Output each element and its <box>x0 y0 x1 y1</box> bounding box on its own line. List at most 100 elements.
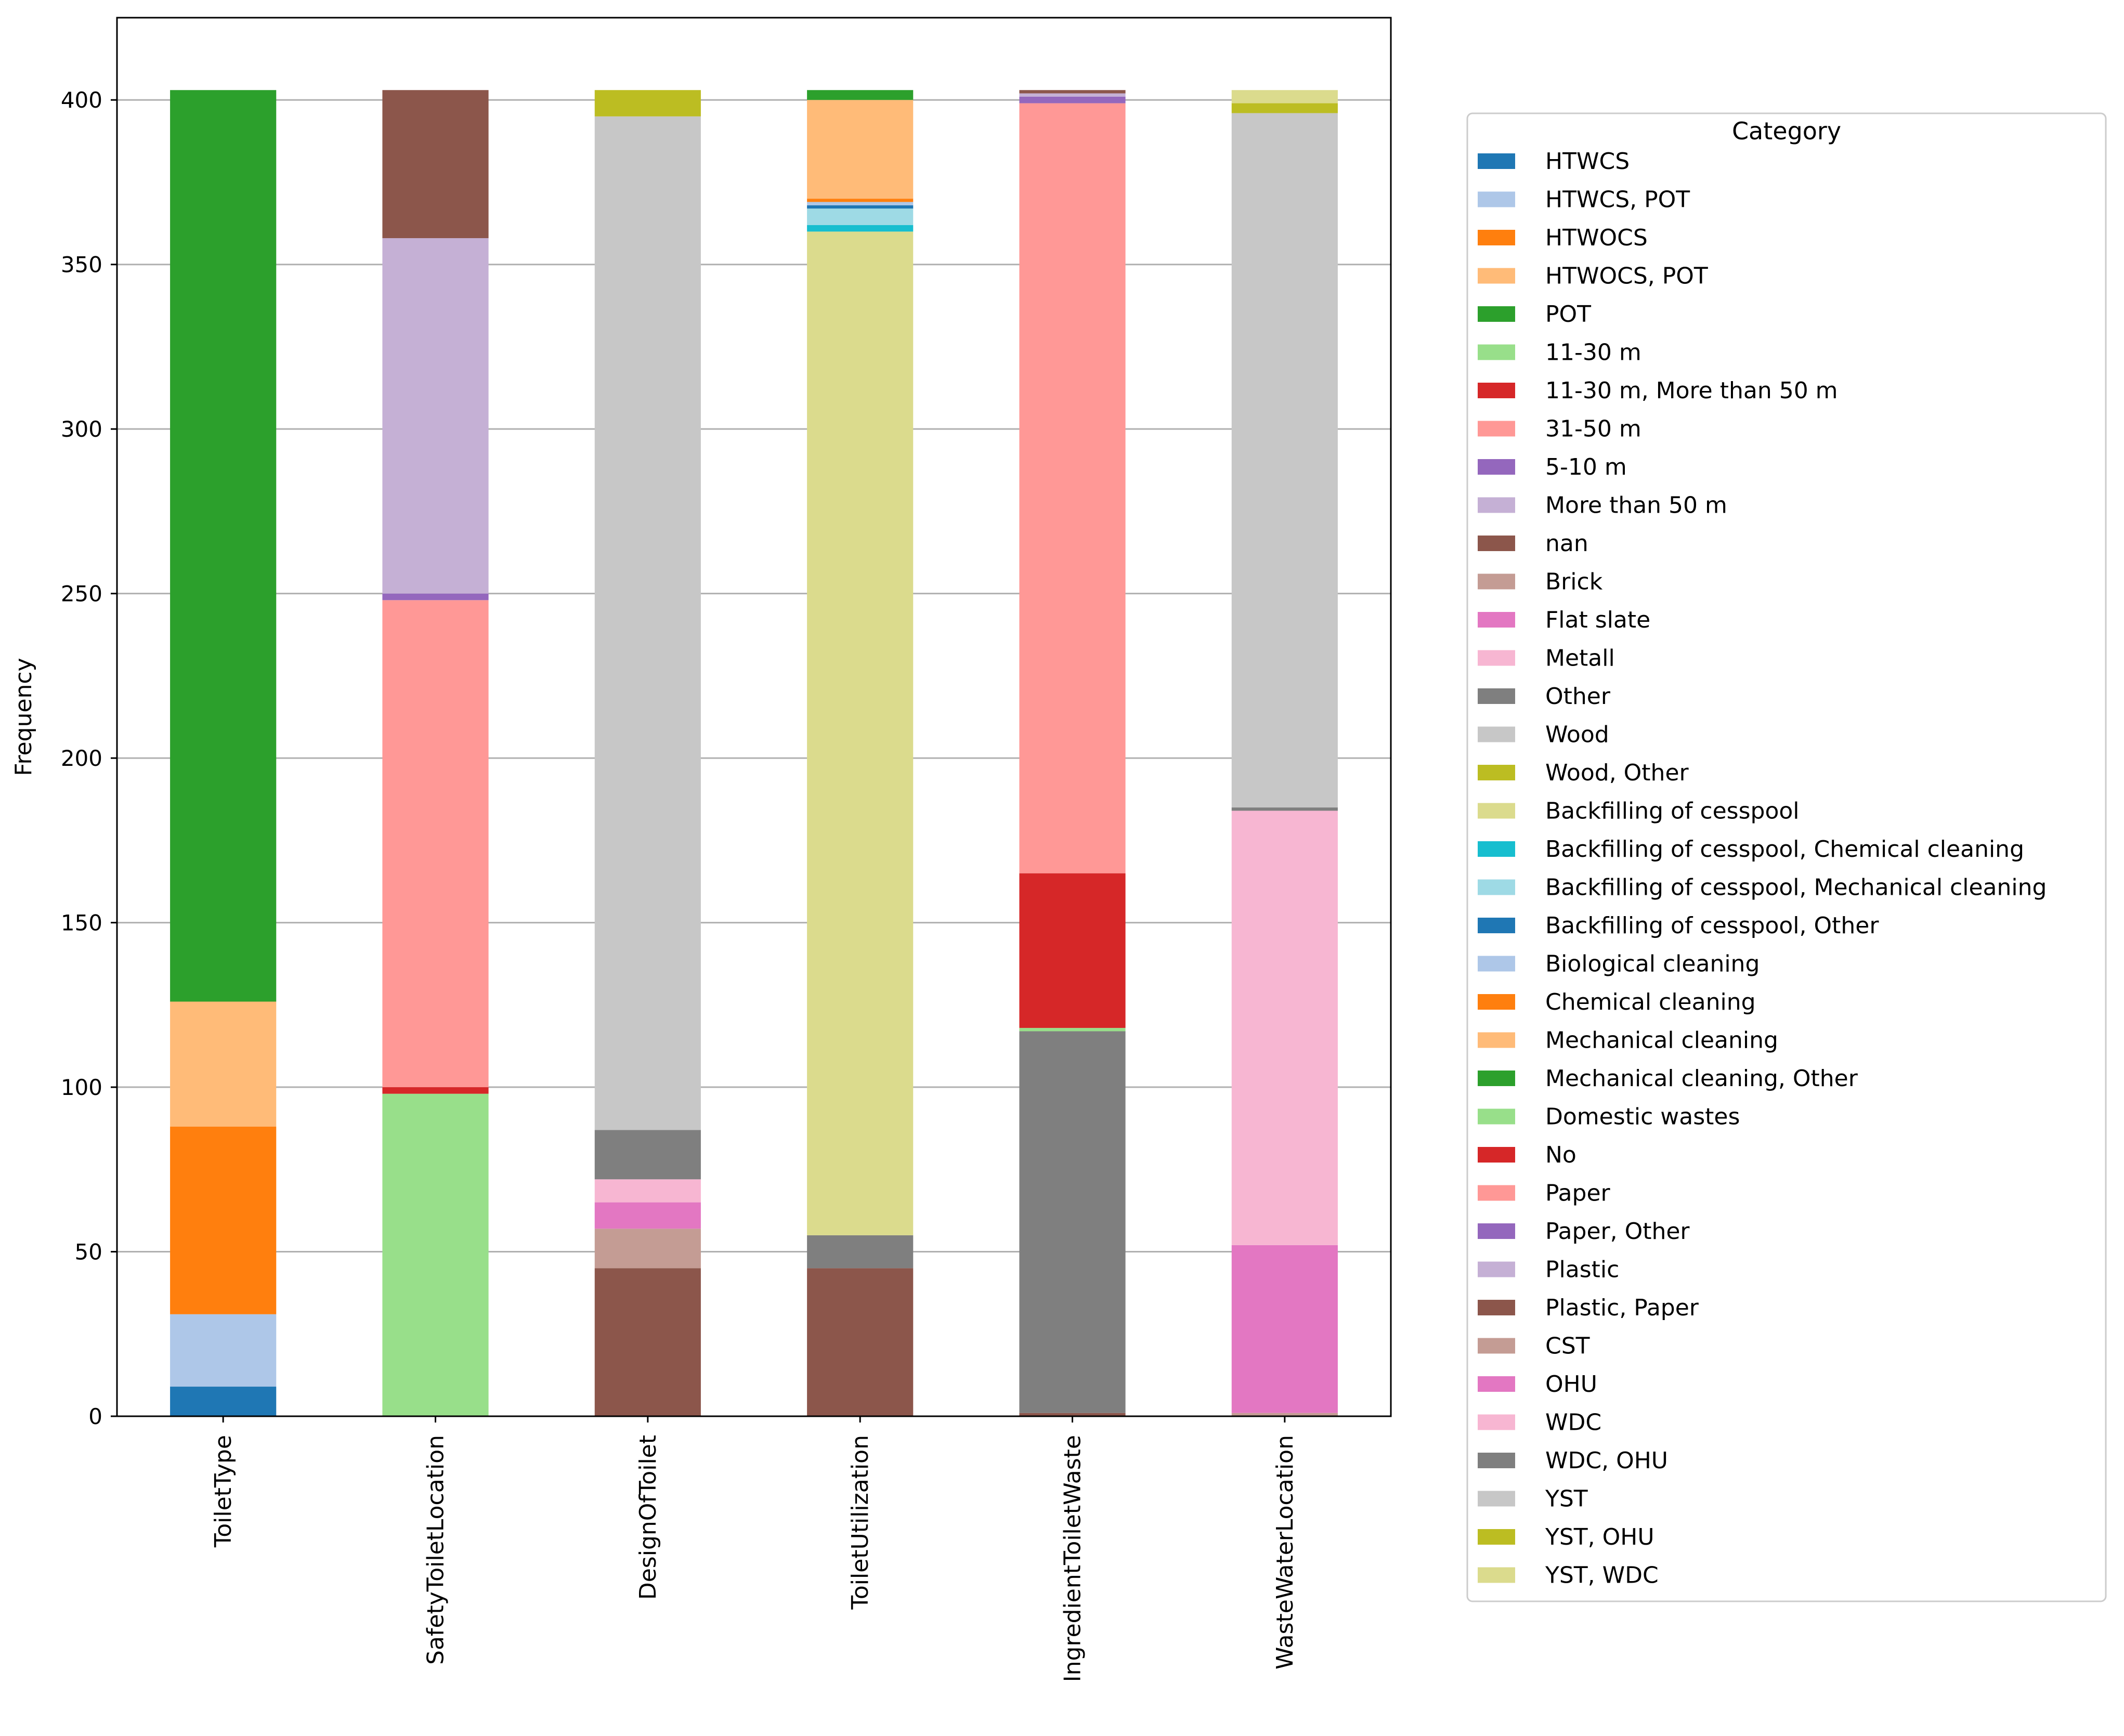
legend-label: HTWCS, POT <box>1545 187 1690 213</box>
y-tick-label: 50 <box>75 1239 102 1265</box>
legend-label: YST, OHU <box>1545 1524 1654 1550</box>
legend-label: Paper <box>1545 1180 1611 1207</box>
y-axis: 0 50 100 150 200 250 300 350 400 <box>61 87 117 1429</box>
legend-swatch <box>1478 1261 1515 1277</box>
legend-swatch <box>1478 1567 1515 1583</box>
bar-segment <box>807 100 914 199</box>
legend-swatch <box>1478 765 1515 780</box>
bar-segment <box>382 593 489 601</box>
legend-swatch <box>1478 803 1515 819</box>
legend-label: Paper, Other <box>1545 1218 1690 1245</box>
y-tick-label: 150 <box>61 910 102 936</box>
legend-label: HTWOCS <box>1545 225 1648 251</box>
legend-swatch <box>1478 421 1515 437</box>
plot-frame <box>116 17 1392 1417</box>
bar-segment <box>807 202 914 205</box>
bar-segment <box>1019 103 1126 873</box>
legend-label: nan <box>1545 530 1588 557</box>
legend-swatch <box>1478 688 1515 704</box>
legend-swatch <box>1478 1071 1515 1086</box>
legend-swatch <box>1478 383 1515 398</box>
y-tick-label: 100 <box>61 1075 102 1100</box>
bar-segment <box>1019 1413 1126 1416</box>
legend-swatch <box>1478 1529 1515 1545</box>
legend-swatch <box>1478 994 1515 1010</box>
legend-swatch <box>1478 879 1515 895</box>
legend-swatch <box>1478 1414 1515 1430</box>
y-tick-label: 300 <box>61 416 102 442</box>
legend-label: 11-30 m, More than 50 m <box>1545 377 1838 404</box>
bar-segment <box>1231 90 1338 103</box>
legend-swatch <box>1478 536 1515 551</box>
x-tick-label: IngredientToiletWaste <box>1060 1435 1086 1682</box>
legend-swatch <box>1478 1185 1515 1201</box>
legend-swatch <box>1478 1453 1515 1468</box>
bar-segment <box>1231 103 1338 113</box>
legend-frame <box>1466 112 2107 1602</box>
bar-segment <box>1019 873 1126 1028</box>
bar-segment <box>807 1268 914 1416</box>
bar-segment <box>594 1268 701 1416</box>
legend-swatch <box>1478 1108 1515 1125</box>
bar-segment <box>382 1087 489 1094</box>
bar-segment <box>382 238 489 594</box>
legend-label: Plastic, Paper <box>1545 1295 1699 1321</box>
legend-swatch <box>1478 726 1515 742</box>
bar-segment <box>1019 1031 1126 1413</box>
bar-segment <box>1019 1028 1126 1032</box>
legend-label: Backfilling of cesspool, Mechanical clea… <box>1545 874 2047 901</box>
bar-segment <box>807 199 914 202</box>
bar-segment <box>1019 93 1126 97</box>
bar-segment <box>807 205 914 209</box>
x-tick-label: WasteWaterLocation <box>1272 1435 1298 1669</box>
y-tick-label: 400 <box>61 87 102 113</box>
bar-segment <box>807 225 914 232</box>
legend-label: 11-30 m <box>1545 340 1641 366</box>
bar-segment <box>1231 807 1338 811</box>
legend-swatch <box>1478 1376 1515 1392</box>
bar-segment <box>382 600 489 1088</box>
bar-segment <box>594 1202 701 1229</box>
legend-swatch <box>1478 1338 1515 1354</box>
legend-label: Backfilling of cesspool <box>1545 798 1800 825</box>
bar-segment <box>594 90 701 116</box>
legend-label: 31-50 m <box>1545 416 1641 442</box>
legend-label: HTWCS <box>1545 148 1630 175</box>
legend-swatch <box>1478 230 1515 245</box>
legend-swatch <box>1478 153 1515 169</box>
legend-swatch <box>1478 650 1515 666</box>
legend-swatch <box>1478 306 1515 322</box>
legend-swatch <box>1478 573 1515 590</box>
x-tick-label: ToiletType <box>210 1435 237 1548</box>
legend-label: YST <box>1545 1486 1588 1512</box>
bar-segment <box>170 1001 277 1127</box>
legend-swatch <box>1478 191 1515 207</box>
legend-label: Plastic <box>1545 1257 1619 1283</box>
legend-label: Backfilling of cesspool, Chemical cleani… <box>1545 836 2024 863</box>
legend-label: No <box>1545 1142 1576 1168</box>
bar-segment <box>1231 1413 1338 1416</box>
bar-segment <box>382 1093 489 1416</box>
legend-swatch <box>1478 956 1515 972</box>
bar-segment <box>170 90 277 1002</box>
legend-swatch <box>1478 497 1515 513</box>
bar-segment <box>594 1130 701 1180</box>
bar-segment <box>170 1127 277 1314</box>
y-tick-label: 200 <box>61 746 102 771</box>
legend-label: POT <box>1545 301 1591 328</box>
legend-label: Mechanical cleaning <box>1545 1027 1778 1054</box>
legend-swatch <box>1478 841 1515 857</box>
bar-segment <box>1019 96 1126 103</box>
legend-label: Mechanical cleaning, Other <box>1545 1065 1858 1092</box>
legend-label: OHU <box>1545 1371 1597 1398</box>
legend-label: CST <box>1545 1333 1590 1360</box>
x-tick-label: ToiletUtilization <box>847 1435 874 1610</box>
legend-swatch <box>1478 1223 1515 1239</box>
bar-segment <box>807 208 914 225</box>
legend-label: Chemical cleaning <box>1545 989 1756 1015</box>
x-tick-label: DesignOfToilet <box>635 1435 661 1600</box>
legend: Category HTWCS HTWCS, POT HTWOCS HTWOCS, PO… <box>1466 112 2107 1602</box>
y-tick-label: 0 <box>88 1404 102 1429</box>
bar-segment <box>382 90 489 239</box>
